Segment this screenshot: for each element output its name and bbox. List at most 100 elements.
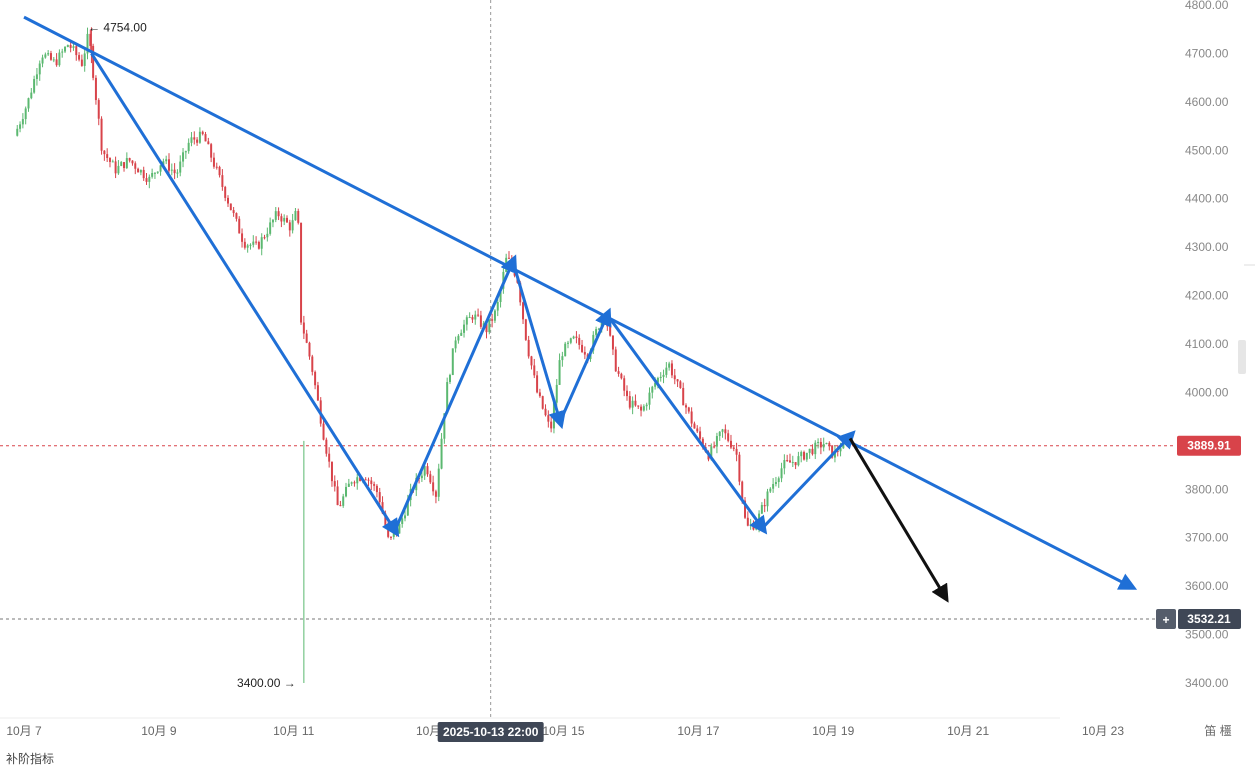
candle-body (131, 160, 134, 164)
time-tick-label: 10月 7 (6, 724, 42, 738)
candle-body (682, 387, 685, 406)
candle-body (654, 382, 657, 387)
candle-body (457, 335, 460, 341)
candle-body (468, 317, 471, 319)
candle-body (243, 241, 246, 248)
candle-body (538, 392, 541, 397)
candle-body (210, 144, 213, 158)
candle-body (732, 447, 735, 449)
candle-body (204, 134, 207, 142)
candle-body (345, 486, 348, 497)
candle-body (499, 288, 502, 303)
candle-body (316, 385, 319, 401)
candle-body (637, 405, 640, 407)
candle-body (97, 100, 100, 119)
candle-body (440, 438, 443, 469)
price-tick-label: 3700.00 (1185, 531, 1229, 545)
candle-body (631, 400, 634, 408)
candle-body (330, 461, 333, 482)
candle-body (184, 151, 187, 153)
candle-body (229, 203, 232, 211)
candle-body (443, 413, 446, 439)
candle-body (266, 233, 269, 238)
indicator-tab-cut[interactable]: 补阶指标 (6, 752, 55, 766)
candle-body (207, 141, 210, 145)
candle-body (797, 456, 800, 466)
candle-body (114, 161, 117, 174)
price-tick-label: 4800.00 (1185, 0, 1229, 12)
candle-body (47, 53, 50, 55)
candle-body (153, 172, 156, 174)
time-tick-label: 10月 19 (812, 724, 854, 738)
candle-body (530, 356, 533, 366)
candle-body (634, 400, 637, 406)
zigzag-segment (761, 430, 856, 530)
candle-body (808, 448, 811, 453)
candle-body (162, 161, 165, 166)
candle-body (519, 282, 522, 303)
candle-body (381, 502, 384, 514)
price-tick-label: 4100.00 (1185, 337, 1229, 351)
price-tick-label: 4200.00 (1185, 289, 1229, 303)
trend-line (23, 15, 1138, 590)
current-price-badge (1177, 435, 1241, 456)
candle-body (72, 46, 75, 48)
price-tick-label: 4400.00 (1185, 192, 1229, 206)
candle-body (92, 45, 95, 78)
candle-body (772, 484, 775, 489)
candle-body (536, 375, 539, 393)
zigzag-segment (90, 52, 400, 538)
candle-body (375, 485, 378, 493)
candle-body (595, 329, 598, 335)
candle-body (179, 161, 182, 173)
candle-body (803, 452, 806, 460)
candles-layer (16, 27, 845, 683)
candle-body (477, 314, 480, 316)
candle-body (252, 241, 255, 245)
candle-body (283, 217, 286, 222)
candle-body (471, 317, 474, 320)
candle-body (564, 343, 567, 357)
candle-body (159, 165, 162, 172)
candle-body (311, 356, 314, 372)
candle-body (406, 500, 409, 516)
plus-icon: + (1162, 613, 1169, 627)
candle-body (94, 77, 97, 101)
candle-body (544, 408, 547, 416)
candle-body (814, 442, 817, 455)
candle-body (825, 442, 828, 445)
crosshair-time-badge (437, 722, 544, 742)
candle-body (541, 396, 544, 409)
candle-body (491, 319, 494, 321)
candle-body (187, 142, 190, 152)
candle-body (288, 222, 291, 231)
candle-body (676, 379, 679, 382)
candle-body (488, 319, 491, 333)
candle-body (727, 433, 730, 441)
candle-body (819, 441, 822, 448)
candle-body (24, 108, 27, 120)
candle-body (224, 186, 227, 198)
candle-body (609, 326, 612, 336)
candle-body (260, 237, 263, 249)
candle-body (302, 322, 305, 334)
pane-resize-handle (1238, 340, 1246, 374)
candle-body (44, 54, 47, 58)
candle-body (395, 532, 398, 534)
candle-body (800, 452, 803, 457)
high-annotation: ← 4754.00 (88, 20, 147, 34)
candle-body (738, 454, 741, 482)
candle-body (64, 46, 67, 52)
candle-body (811, 448, 814, 455)
hover-price-badge-text: 3532.21 (1187, 612, 1231, 626)
zigzag-segment (558, 307, 612, 423)
candle-body (83, 53, 86, 66)
candle-body (41, 57, 44, 64)
candle-body (662, 374, 665, 377)
candle-body (547, 415, 550, 422)
price-tick-label: 3800.00 (1185, 482, 1229, 496)
candle-body (401, 518, 404, 525)
candle-body (763, 505, 766, 507)
